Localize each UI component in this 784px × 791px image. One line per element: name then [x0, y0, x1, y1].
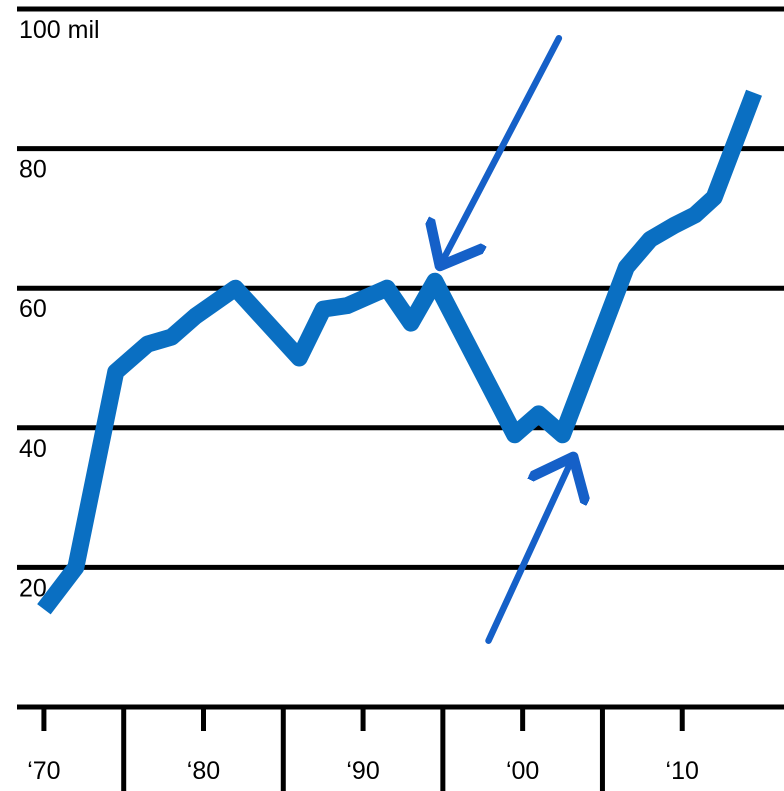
x-tick-label-2000: ‘00: [506, 757, 539, 785]
x-tick-label-1980: ‘80: [187, 757, 220, 785]
x-tick-label-1970: ‘70: [27, 757, 60, 785]
annotation-arrow-2: [485, 463, 571, 644]
series-lines: [37, 89, 762, 615]
series-line-0: [37, 89, 762, 615]
x-tick-labels: ‘70 ‘80 ‘90 ‘00 ‘10: [27, 757, 699, 785]
y-tick-label-100: 100 mil: [19, 16, 100, 44]
y-tick-label-60: 60: [19, 295, 47, 323]
x-axis: [17, 704, 784, 791]
annotation-arrows: [443, 35, 571, 644]
y-tick-label-80: 80: [19, 156, 47, 184]
x-tick-label-2010: ‘10: [666, 757, 699, 785]
y-tick-label-40: 40: [19, 435, 47, 463]
x-tick-label-1990: ‘90: [346, 757, 379, 785]
annotation-arrow-1: [443, 35, 563, 260]
gridlines: [17, 6, 784, 570]
